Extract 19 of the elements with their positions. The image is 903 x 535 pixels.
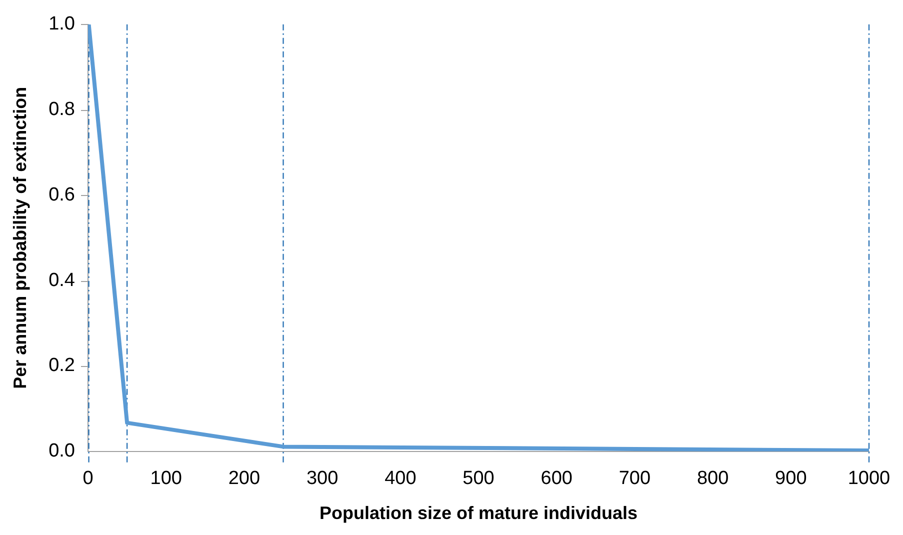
y-axis-title: Per annum probability of extinction [10, 86, 30, 389]
x-tick-label: 1000 [848, 468, 890, 490]
y-tick-label: 0.6 [48, 184, 76, 206]
x-tick-label: 900 [775, 468, 807, 490]
x-tick-label: 500 [462, 468, 494, 490]
x-tick-label: 0 [82, 468, 94, 490]
y-tick-label: 0.4 [48, 270, 76, 291]
x-axis-title: Population size of mature individuals [319, 503, 638, 524]
y-tick-label: 1.0 [48, 14, 76, 35]
x-tick-label: 800 [696, 468, 729, 490]
x-tick-label: 300 [306, 468, 338, 490]
x-tick-label: 200 [228, 468, 260, 490]
y-tick-label: 0.2 [48, 355, 76, 376]
x-tick-label: 700 [618, 468, 651, 490]
y-tick-label: 0.8 [48, 99, 76, 120]
x-tick-label: 100 [150, 468, 182, 490]
x-tick-label: 600 [540, 468, 572, 490]
y-tick-label: 0.0 [48, 440, 76, 462]
x-tick-label: 400 [384, 468, 416, 490]
